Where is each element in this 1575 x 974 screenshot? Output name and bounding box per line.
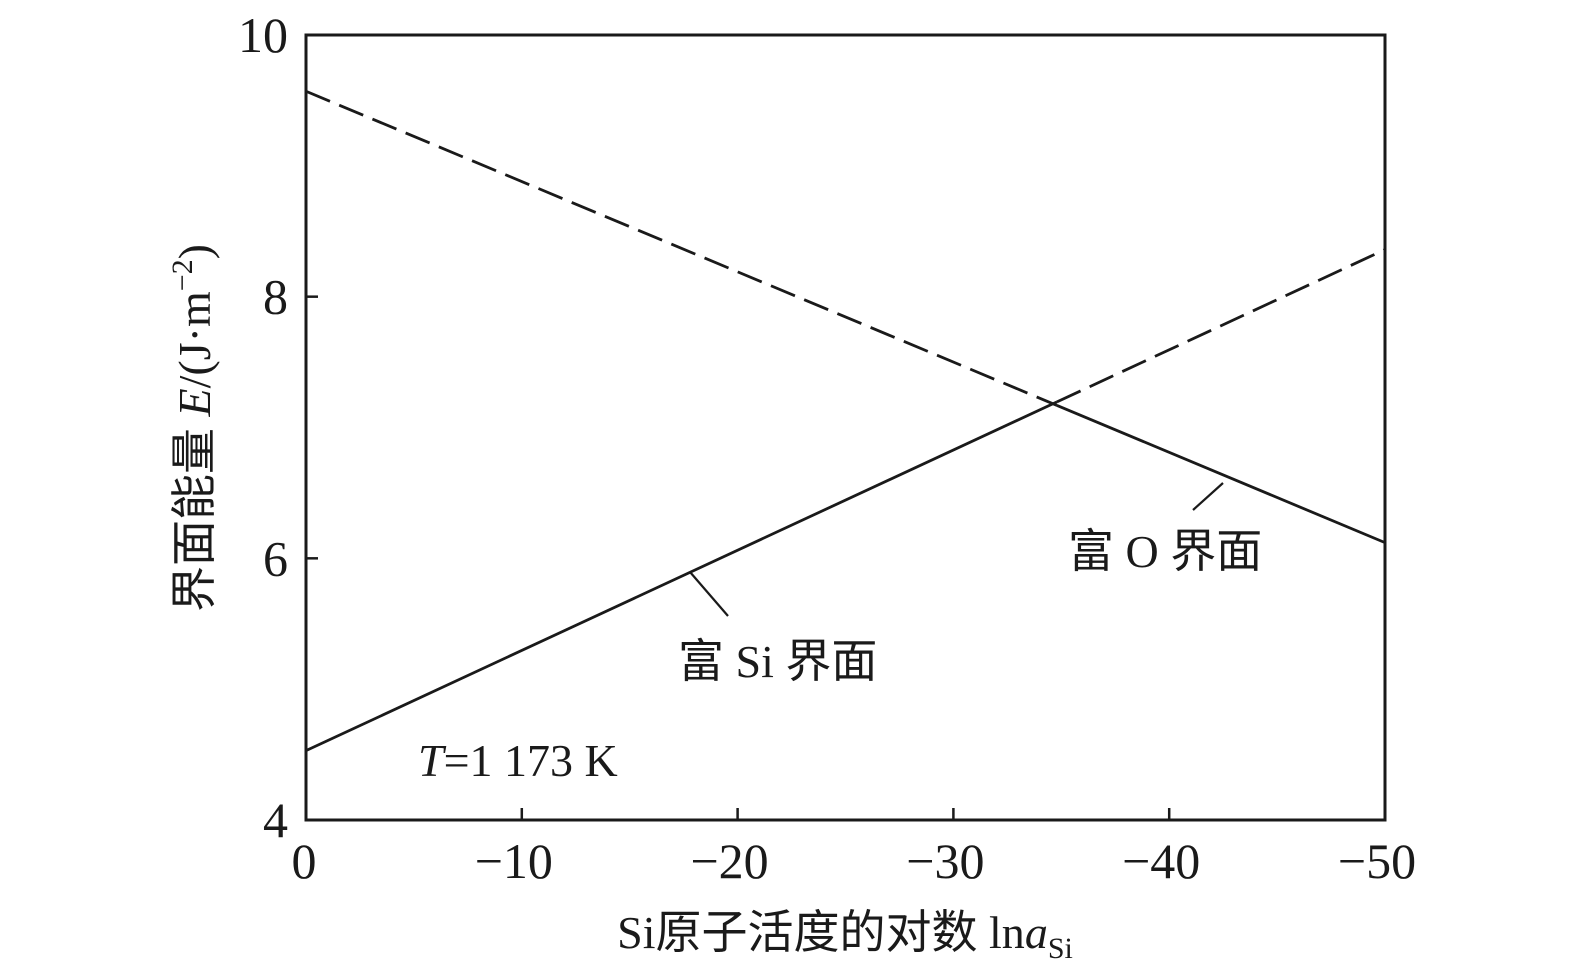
leader-line-o-rich [1192,482,1224,511]
x-tick-label: −10 [475,833,553,889]
series-label-si-rich: 富 Si 界面 [678,636,877,687]
y-tick-label: 10 [238,7,288,63]
leader-line-si-rich [689,571,729,617]
series-si-rich-solid-segment [305,400,1058,752]
x-tick-label: 0 [292,833,317,889]
y-axis-title: 界面能量 E/(J·m−2) [166,244,220,612]
series-o-rich-solid-segment [1056,404,1386,544]
series-label-o-rich: 富 O 界面 [1068,526,1262,577]
series-o-rich-dashed-segment [305,89,1058,407]
x-axis-title: Si原子活度的对数 lnaSi [617,907,1073,965]
y-tick-label: 4 [263,792,288,848]
y-tick-label: 6 [263,530,288,586]
ticks-layer: 0 −10 −20 −30 −40 −50 4 6 8 10 [238,7,1416,889]
x-tick-label: −20 [690,833,768,889]
plot-frame [304,33,1387,822]
x-tick-label: −30 [906,833,984,889]
y-tick-label: 8 [263,269,288,325]
temperature-annotation: T=1 173 K [418,735,618,786]
x-tick-label: −40 [1122,833,1200,889]
series-layer [305,89,1386,752]
series-si-rich-dashed-segment [1056,248,1386,404]
x-tick-label: −50 [1338,833,1416,889]
